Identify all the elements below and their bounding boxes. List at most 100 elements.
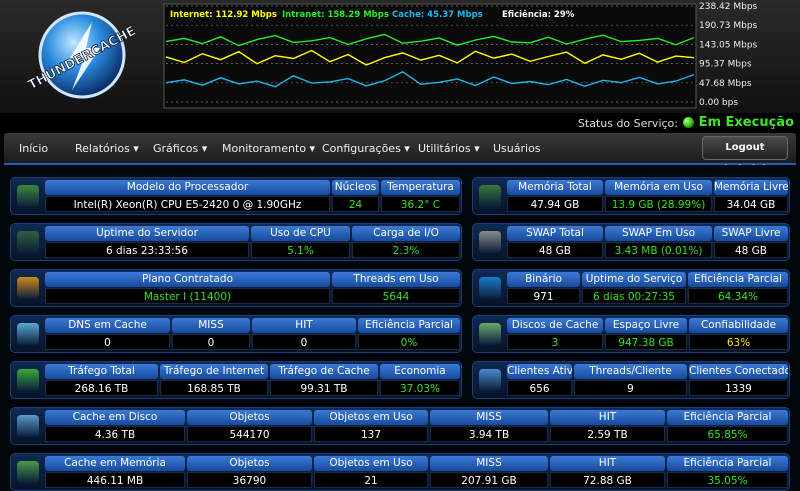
panel-value: 971	[507, 288, 580, 304]
panel-header: HIT	[550, 410, 665, 425]
info-panel: Discos de Cache 3 Espaço Livre 947.38 GB Con…	[472, 315, 790, 353]
panel-value: 207.91 GB	[430, 472, 548, 488]
info-panel: Plano Contratado Master I (11400) Threads …	[10, 269, 462, 307]
nav-item[interactable]: Monitoramento ▾	[222, 142, 316, 155]
panel-value: Master I (11400)	[45, 288, 330, 304]
panel-header: MISS	[430, 410, 548, 425]
panel-icon	[17, 185, 39, 207]
panel-value: 13.9 GB (28.99%)	[605, 196, 712, 212]
panel-value: 137	[314, 426, 428, 442]
panel-value: 63%	[689, 334, 788, 350]
panel-value: 4.36 TB	[45, 426, 185, 442]
panel-icon	[17, 277, 39, 299]
panel-value: 5644	[332, 288, 460, 304]
nav-item-label: Gráficos	[153, 142, 199, 155]
panel-icon	[17, 323, 39, 345]
panel-header: Modelo do Processador	[45, 180, 330, 195]
panel-header: Objetos	[187, 456, 312, 471]
series-line	[165, 49, 695, 66]
panel-header: Memória Total	[507, 180, 603, 195]
panel-header: Uso de CPU	[251, 226, 350, 241]
logout-button[interactable]: Logout (admin)	[702, 136, 788, 175]
panel-value: 0%	[358, 334, 460, 350]
nav-item[interactable]: Início	[19, 142, 49, 155]
nav-item[interactable]: Relatórios ▾	[75, 142, 139, 155]
nav-item[interactable]: Gráficos ▾	[153, 142, 208, 155]
status-bar: Status do Serviço: Em Execução	[0, 113, 800, 133]
panel-value: 24	[332, 196, 379, 212]
panel-header: Threads/Cliente	[574, 364, 687, 379]
header-graphics: THUNDERCACHE 0.00 bps 47.68 Mbps 95.37 Mbp…	[25, 2, 758, 109]
chart-annotation: Eficiência: 29%	[502, 9, 575, 20]
panel-header: Uptime do Servidor	[45, 226, 249, 241]
panel-value: 48 GB	[507, 242, 603, 258]
panel-value: 36790	[187, 472, 312, 488]
nav-item-label: Utilitários	[418, 142, 471, 155]
nav-item[interactable]: Utilitários ▾	[418, 142, 480, 155]
logo-bolt	[70, 22, 100, 90]
panel-value: 2.3%	[352, 242, 460, 258]
series-line	[165, 70, 695, 88]
panel-header: Uptime do Serviço	[582, 272, 686, 287]
panel-header: SWAP Em Uso	[605, 226, 712, 241]
panel-header: Memória em Uso	[605, 180, 712, 195]
nav-item[interactable]: Configurações ▾	[322, 142, 410, 155]
panel-header: Eficiência Parcial	[358, 318, 460, 333]
panel-icon	[479, 369, 501, 391]
info-panel: Uptime do Servidor 6 dias 23:33:56 Uso de …	[10, 223, 462, 261]
status-value: Em Execução	[698, 115, 794, 130]
nav-item[interactable]: Usuários	[493, 142, 541, 155]
panel-value: 99.31 TB	[270, 380, 378, 396]
info-panel: Clientes Ativos656Threads/Cliente9Client…	[472, 361, 790, 399]
panel-header: Confiabilidade	[689, 318, 788, 333]
nav-item-label: Monitoramento	[222, 142, 307, 155]
panel-icon	[479, 323, 501, 345]
panel-header: Espaço Livre	[605, 318, 687, 333]
panel-header: DNS em Cache	[45, 318, 170, 333]
panel-value: 1339	[689, 380, 788, 396]
panel-header: Eficiência Parcial	[667, 456, 788, 471]
panel-icon	[17, 369, 39, 391]
panel-header: HIT	[550, 456, 665, 471]
info-panel: Cache em Disco 4.36 TB Objetos 544170 Objeto…	[10, 407, 790, 445]
panel-value: 34.04 GB	[714, 196, 788, 212]
panel-icon	[17, 415, 39, 437]
panel-header: SWAP Livre	[714, 226, 788, 241]
legend-entry: Cache: 45.37 Mbps	[392, 10, 483, 20]
info-panel: Binário 971 Uptime do Serviço 6 dias 00:27:…	[472, 269, 790, 307]
panel-value: 21	[314, 472, 428, 488]
y-tick-label: 143.05 Mbps	[699, 40, 758, 50]
panel-header: Memória Livre	[714, 180, 788, 195]
panel-header: MISS	[430, 456, 548, 471]
panel-header: Eficiência Parcial	[688, 272, 788, 287]
info-panel: SWAP Total 48 GB SWAP Em Uso 3.43 MB (0.01%…	[472, 223, 790, 261]
panel-value: 3	[507, 334, 603, 350]
panel-header: Tráfego de Cache	[270, 364, 378, 379]
panel-value: 3.94 TB	[430, 426, 548, 442]
panel-value: 3.43 MB (0.01%)	[605, 242, 712, 258]
panel-icon	[479, 185, 501, 207]
logo[interactable]: THUNDERCACHE	[25, 11, 139, 99]
panel-value: 72.88 GB	[550, 472, 665, 488]
info-panel: Tráfego Total 268.16 TB Tráfego de Interne…	[10, 361, 462, 399]
panel-header: Discos de Cache	[507, 318, 603, 333]
panel-header: HIT	[252, 318, 356, 333]
panel-header: Objetos em Uso	[314, 410, 428, 425]
dashboard: Modelo do Processador Intel(R) Xeon(R) CP…	[0, 165, 800, 491]
panel-header: Tráfego de Internet	[160, 364, 268, 379]
panel-header: Clientes Ativos	[507, 364, 572, 379]
panel-value: 446.11 MB	[45, 472, 185, 488]
series-line	[165, 33, 695, 47]
legend-entry: Intranet: 158.29 Mbps	[282, 10, 389, 20]
panel-icon	[17, 231, 39, 253]
panel-icon	[479, 277, 501, 299]
panel-header: Eficiência Parcial	[667, 410, 788, 425]
panel-header: Objetos	[187, 410, 312, 425]
panel-header: SWAP Total	[507, 226, 603, 241]
y-tick-label: 190.73 Mbps	[699, 21, 758, 31]
nav-item-label: Configurações	[322, 142, 401, 155]
nav-item-label: Relatórios	[75, 142, 130, 155]
panel-value: Intel(R) Xeon(R) CPU E5-2420 0 @ 1.90GHz	[45, 196, 330, 212]
panel-value: 656	[507, 380, 572, 396]
